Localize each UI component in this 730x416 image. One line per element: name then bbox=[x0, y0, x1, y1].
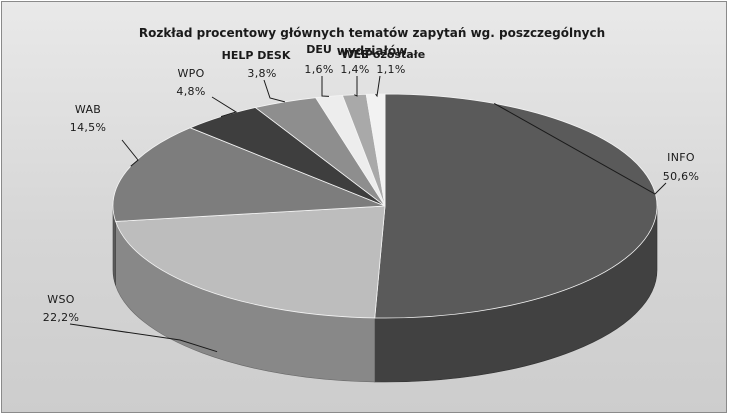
slice-label-wee: WEE bbox=[341, 48, 368, 61]
slice-value-wpo: 4,8% bbox=[176, 85, 205, 98]
slice-label-pozostale: Pozostałe bbox=[365, 48, 425, 61]
chart-title-line2: wydziałów bbox=[337, 44, 407, 58]
slice-value-pozostale: 1,1% bbox=[376, 63, 405, 76]
leader-line-wee bbox=[354, 76, 358, 97]
pie-slice-wso bbox=[115, 205, 386, 319]
slice-label-wab: WAB bbox=[75, 103, 101, 116]
leader-line-deu bbox=[321, 76, 330, 97]
slice-value-deu: 1,6% bbox=[304, 63, 333, 76]
chart-title-line1: Rozkład procentowy głównych tematów zapy… bbox=[139, 26, 605, 40]
slice-value-wab: 14,5% bbox=[70, 121, 106, 134]
pie-top bbox=[112, 93, 658, 319]
slice-label-wso: WSO bbox=[47, 293, 74, 306]
leader-line-help-desk bbox=[263, 79, 286, 103]
slice-label-wpo: WPO bbox=[177, 67, 204, 80]
leader-line-pozostale bbox=[375, 75, 381, 98]
slice-label-deu: DEU bbox=[306, 43, 332, 56]
leader-line-wso bbox=[69, 323, 218, 353]
leader-line-wpo bbox=[211, 96, 238, 118]
slice-value-info: 50,6% bbox=[663, 170, 699, 183]
slice-value-wso: 22,2% bbox=[43, 311, 79, 324]
slice-label-info: INFO bbox=[667, 151, 695, 164]
leader-line-info bbox=[493, 102, 667, 195]
pie-slice-pozosta-e bbox=[365, 93, 386, 207]
leader-lines bbox=[69, 75, 667, 353]
slice-label-helpdesk: HELP DESK bbox=[222, 49, 291, 62]
pie-slice-info bbox=[374, 93, 658, 319]
slice-value-wee: 1,4% bbox=[340, 63, 369, 76]
slice-value-helpdesk: 3,8% bbox=[247, 67, 276, 80]
leader-line-wab bbox=[121, 139, 139, 167]
pie-slice-wab bbox=[112, 127, 386, 222]
